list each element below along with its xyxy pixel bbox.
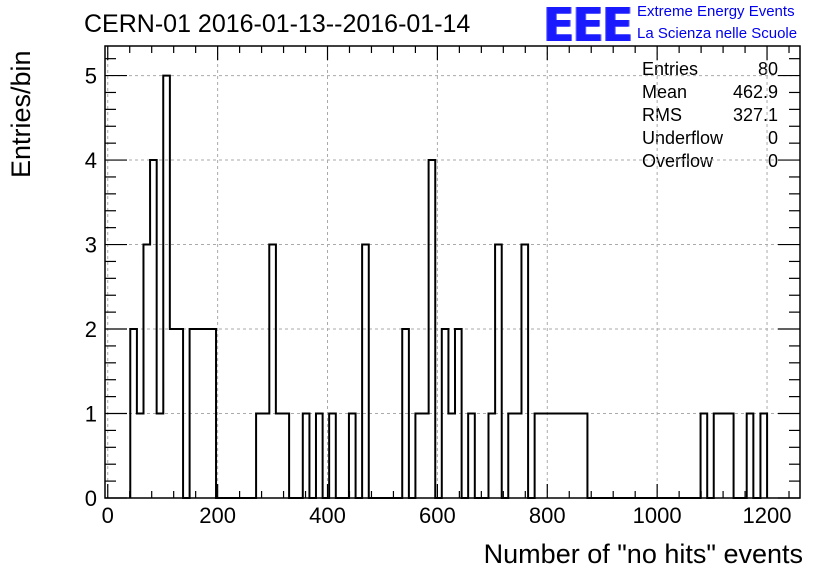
y-tick-label-2: 2 (85, 317, 97, 342)
histogram-bin-41 (574, 414, 581, 498)
logo-line-1: Extreme Energy Events (637, 3, 795, 20)
stat-label-underflow: Underflow (642, 128, 724, 148)
histogram-bin-45 (720, 414, 727, 498)
axes-frame (104, 45, 801, 499)
x-tick-label-0: 0 (102, 503, 114, 528)
histogram-bins (130, 76, 767, 498)
y-tick-label-3: 3 (85, 233, 97, 258)
stat-value-underflow: 0 (767, 128, 778, 148)
y-tick-label-0: 0 (85, 486, 97, 511)
x-axis-label: Number of "no hits" events (484, 539, 803, 569)
eee-logo: EEE (543, 0, 633, 52)
histogram-bin-40 (568, 414, 575, 498)
stat-label-rms: RMS (642, 105, 682, 125)
histogram-bin-24 (422, 414, 429, 498)
histogram-bin-15 (276, 414, 283, 498)
stat-value-overflow: 0 (767, 151, 778, 171)
stat-label-mean: Mean (642, 82, 688, 102)
histogram-outline (129, 74, 769, 499)
histogram-bin-13 (263, 414, 270, 498)
histogram-bin-39 (561, 414, 568, 498)
histogram-bin-27 (448, 414, 455, 498)
histogram-bin-33 (515, 414, 522, 498)
stat-label-entries: Entries (642, 59, 699, 79)
histogram-bin-4 (157, 414, 164, 498)
histogram-bin-38 (554, 414, 561, 498)
x-tick-label-1200: 1200 (743, 503, 792, 528)
y-axis-label: Entries/bin (6, 50, 36, 178)
stat-label-overflow: Overflow (642, 151, 714, 171)
x-tick-label-400: 400 (309, 503, 346, 528)
x-tick-label-800: 800 (529, 503, 566, 528)
y-tick-label-1: 1 (85, 402, 97, 427)
histogram-bin-37 (548, 414, 555, 498)
logo-line-2: La Scienza nelle Scuole (637, 25, 798, 42)
y-tick-label-4: 4 (85, 148, 97, 173)
chart-title: CERN-01 2016-01-13--2016-01-14 (84, 10, 471, 38)
x-tick-label-200: 200 (199, 503, 236, 528)
stat-value-entries: 80 (757, 59, 778, 79)
x-tick-label-1000: 1000 (633, 503, 682, 528)
y-tick-label-5: 5 (85, 64, 97, 89)
plot-frame (104, 45, 801, 499)
x-tick-label-600: 600 (419, 503, 456, 528)
histogram-bin-1 (137, 414, 144, 498)
grid-lines (105, 46, 800, 498)
